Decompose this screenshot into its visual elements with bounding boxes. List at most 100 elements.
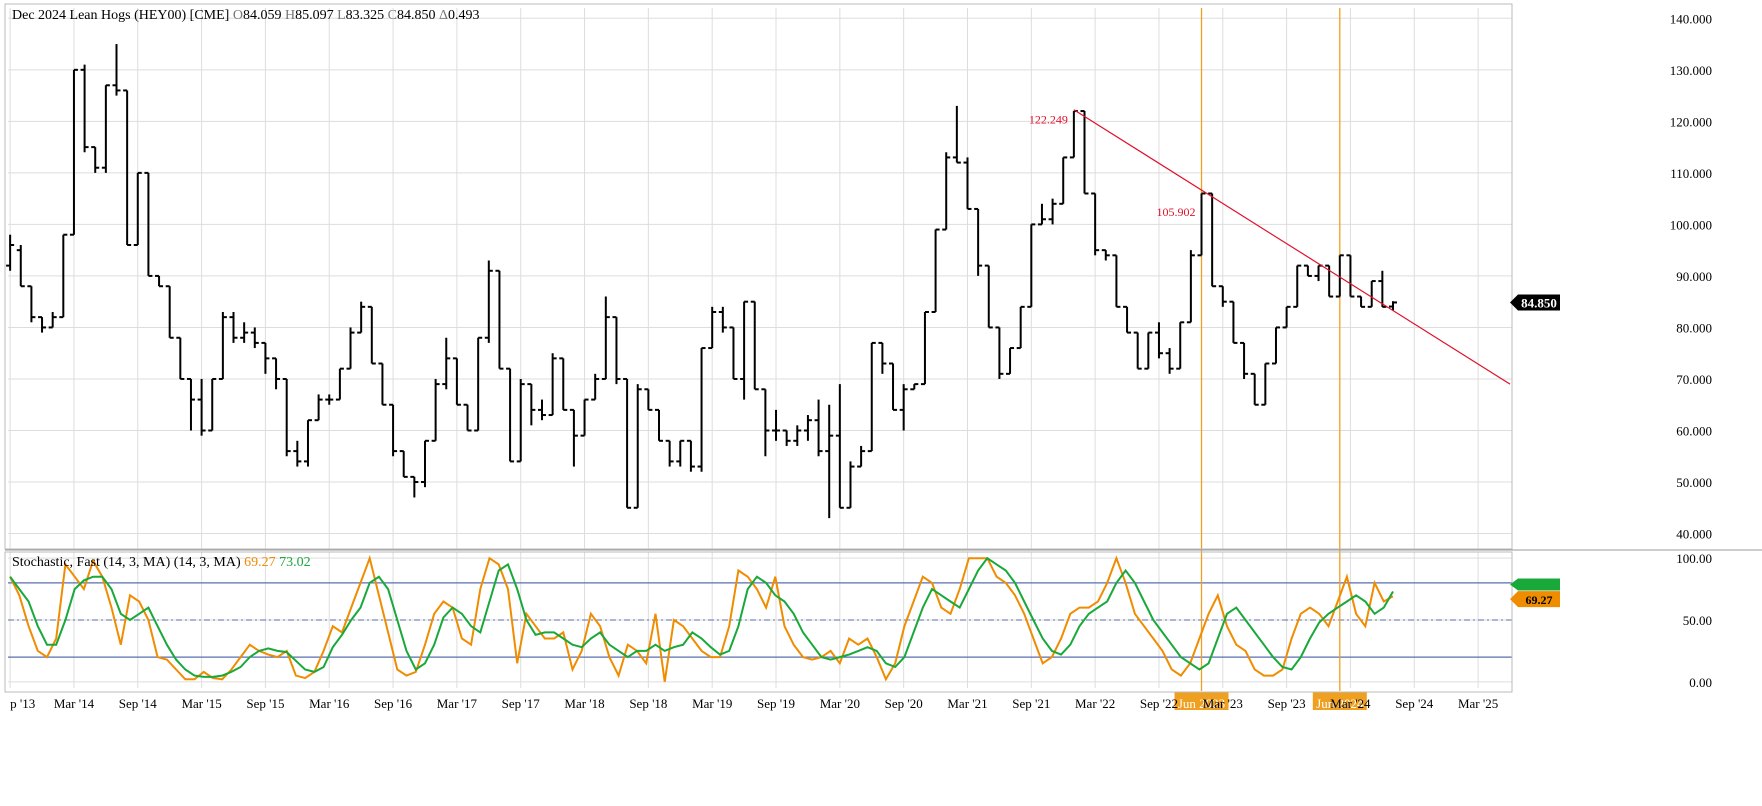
x-tick-label: Mar '18 <box>564 696 604 711</box>
ohlc-bar <box>559 357 568 411</box>
ohlc-bar <box>38 316 47 333</box>
x-tick-label: Sep '16 <box>374 696 413 711</box>
price-tick-label: 90.000 <box>1676 269 1712 284</box>
open-label: O <box>232 8 243 23</box>
ohlc-bar <box>952 105 961 164</box>
event-date-badge <box>1174 692 1229 710</box>
x-tick-label: Sep '18 <box>629 696 667 711</box>
ohlc-bar <box>1133 331 1142 370</box>
x-tick-label: Mar '17 <box>437 696 478 711</box>
ohlc-bar <box>942 152 951 231</box>
ohlc-bar <box>537 399 546 421</box>
ohlc-bar <box>612 316 621 385</box>
ohlc-bar <box>27 285 36 323</box>
ohlc-bar <box>708 306 717 350</box>
ohlc-bar <box>282 377 291 457</box>
stoch-d-marker <box>1510 578 1560 591</box>
ohlc-bar <box>793 425 802 446</box>
last-price-marker <box>1510 294 1560 311</box>
ohlc-bar <box>144 171 153 277</box>
ohlc-bar <box>814 399 823 457</box>
price-tick-label: 60.000 <box>1676 423 1712 438</box>
stoch-tick-label: 100.00 <box>1676 551 1712 566</box>
price-tick-label: 80.000 <box>1676 320 1712 335</box>
ohlc-bar <box>101 84 110 173</box>
stochastic-d-value: 73.02 <box>279 555 311 570</box>
stoch-k-line <box>9 554 1394 682</box>
ohlc-bar <box>378 362 387 406</box>
ohlc-bar <box>867 341 876 453</box>
ohlc-bar <box>1335 254 1344 298</box>
x-tick-label: Mar '22 <box>1075 696 1115 711</box>
x-tick-label: Sep '23 <box>1268 696 1306 711</box>
ohlc-bar <box>272 357 281 390</box>
ohlc-bar <box>1186 250 1195 324</box>
ohlc-bar <box>1091 192 1100 256</box>
stochastic-name: Stochastic, Fast (14, 3, MA) <box>12 555 171 570</box>
ohlc-bar <box>410 475 419 498</box>
ohlc-bar <box>846 461 855 509</box>
ohlc-bar <box>1303 264 1312 277</box>
ohlc-bar <box>1218 285 1227 307</box>
ohlc-bar <box>718 306 727 333</box>
ohlc-bar <box>686 439 695 472</box>
ohlc-bar <box>1112 254 1121 308</box>
high-value: 85.097 <box>295 8 334 23</box>
x-tick-label: Mar '24 <box>1330 696 1371 711</box>
ohlc-bar <box>1144 331 1153 370</box>
ohlc-bar <box>208 377 217 432</box>
ohlc-bar <box>506 367 515 463</box>
ohlc-bar <box>1346 254 1355 298</box>
ohlc-bar <box>1388 301 1397 311</box>
ohlc-bar <box>1367 280 1376 308</box>
close-value: 84.850 <box>397 8 436 23</box>
ohlc-bar <box>665 439 674 467</box>
ohlc-bar <box>420 439 429 488</box>
ohlc-bar <box>431 378 440 442</box>
ohlc-bar <box>1176 321 1185 370</box>
open-value: 84.059 <box>242 8 282 23</box>
x-tick-label: p '13 <box>10 696 35 711</box>
stochastic-header: Stochastic, Fast (14, 3, MA) (14, 3, MA)… <box>12 555 311 571</box>
ohlc-bar <box>1240 341 1249 379</box>
x-tick-label: Mar '19 <box>692 696 732 711</box>
stoch-tick-label: 50.00 <box>1683 613 1712 628</box>
price-tick-label: 130.000 <box>1670 63 1712 78</box>
x-tick-label: Sep '17 <box>502 696 541 711</box>
ohlc-bar <box>889 362 898 411</box>
ohlc-bar <box>346 327 355 370</box>
ohlc-bar <box>1101 249 1110 261</box>
ohlc-bar <box>655 408 664 442</box>
ohlc-bar <box>240 322 249 343</box>
ohlc-bar <box>1165 348 1174 374</box>
ohlc-bar <box>197 378 206 436</box>
stoch-grid <box>8 552 1512 688</box>
ohlc-bar <box>303 419 312 467</box>
ohlc-bar <box>123 89 132 247</box>
x-tick-label: Mar '16 <box>309 696 350 711</box>
ohlc-bar <box>761 388 770 457</box>
ohlc-bar <box>963 157 972 210</box>
stochastic-params: (14, 3, MA) <box>173 555 241 570</box>
ohlc-bar <box>155 274 164 288</box>
ohlc-bar <box>516 378 525 463</box>
x-tick-label: Mar '15 <box>181 696 221 711</box>
high-label: H <box>284 8 296 23</box>
x-tick-label: Mar '20 <box>820 696 860 711</box>
ohlc-bar <box>676 439 685 467</box>
ohlc-bar <box>1378 270 1387 308</box>
ohlc-bar <box>229 311 238 343</box>
x-tick-label: Mar '23 <box>1203 696 1243 711</box>
price-tick-label: 40.000 <box>1676 527 1712 542</box>
ohlc-bar <box>1271 326 1280 365</box>
x-tick-label: Mar '25 <box>1458 696 1498 711</box>
price-tick-label: 110.000 <box>1670 166 1712 181</box>
close-label: C <box>387 8 397 23</box>
instrument-title: Dec 2024 Lean Hogs (HEY00) [CME] <box>12 8 230 23</box>
ohlc-bar <box>772 409 781 441</box>
ohlc-bar <box>1229 300 1238 344</box>
ohlc-bar <box>389 403 398 457</box>
ohlc-bar <box>644 388 653 411</box>
ohlc-bar <box>1016 305 1025 350</box>
